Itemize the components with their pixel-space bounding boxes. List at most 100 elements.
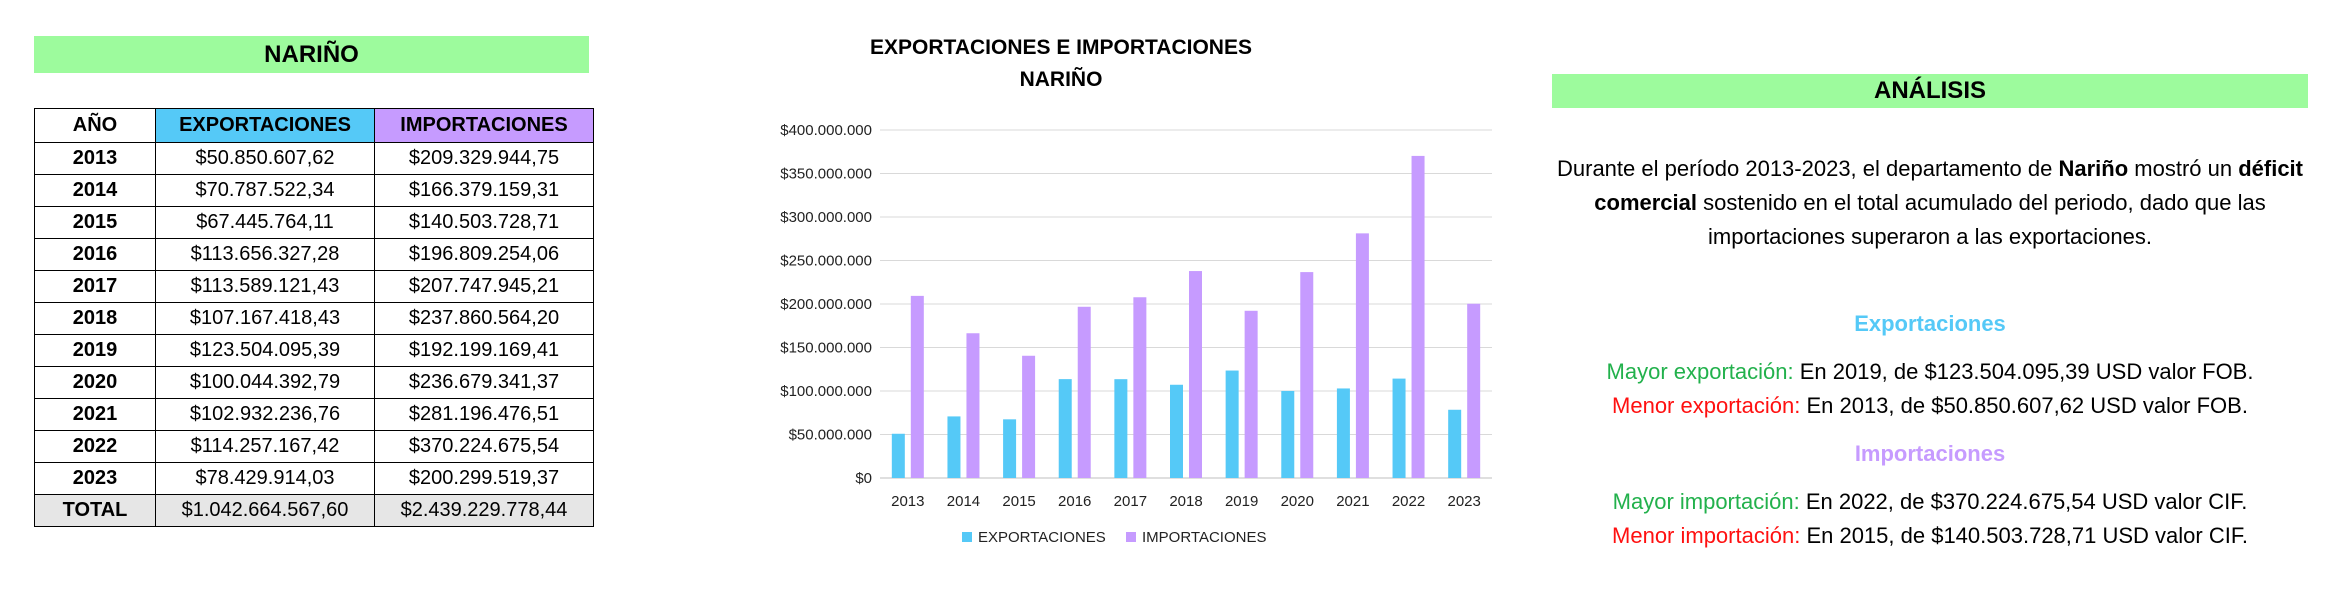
bar-exportaciones-2019 <box>1225 370 1239 478</box>
imports-min-text: En 2015, de $140.503.728,71 USD valor CI… <box>1800 523 2248 548</box>
header-exports: EXPORTACIONES <box>155 108 375 143</box>
table-row: 2022 $114.257.167,42 $370.224.675,54 <box>34 430 594 463</box>
bar-exportaciones-2020 <box>1281 390 1295 478</box>
cell-exports: $102.932.236,76 <box>155 398 375 431</box>
bar-importaciones-2019 <box>1244 310 1258 478</box>
x-tick-label: 2021 <box>1336 493 1369 510</box>
exports-heading: Exportaciones <box>1854 311 2006 336</box>
bar-importaciones-2020 <box>1300 272 1314 478</box>
cell-year: 2020 <box>34 366 156 399</box>
imports-min-label: Menor importación: <box>1612 523 1801 548</box>
table-row: 2021 $102.932.236,76 $281.196.476,51 <box>34 398 594 431</box>
header-imports: IMPORTACIONES <box>374 108 594 143</box>
bar-importaciones-2018 <box>1189 271 1202 478</box>
cell-imports: $209.329.944,75 <box>374 142 594 175</box>
x-tick-label: 2017 <box>1114 493 1147 510</box>
legend-swatch <box>962 532 972 542</box>
x-tick-label: 2013 <box>891 493 924 510</box>
analysis-text: mostró un <box>2128 156 2239 181</box>
bar-exportaciones-2017 <box>1114 379 1128 478</box>
cell-year: 2018 <box>34 302 156 335</box>
y-tick-label: $200.000.000 <box>780 296 872 313</box>
exports-min-label: Menor exportación: <box>1612 393 1801 418</box>
bar-importaciones-2015 <box>1022 355 1036 478</box>
imports-min-line: Menor importación: En 2015, de $140.503.… <box>1552 519 2308 553</box>
analysis-bold-department: Nariño <box>2058 156 2129 181</box>
cell-year: 2017 <box>34 270 156 303</box>
exports-min-text: En 2013, de $50.850.607,62 USD valor FOB… <box>1800 393 2248 418</box>
table-row: 2023 $78.429.914,03 $200.299.519,37 <box>34 462 594 495</box>
table-row: 2013 $50.850.607,62 $209.329.944,75 <box>34 142 594 175</box>
y-tick-label: $50.000.000 <box>789 427 872 444</box>
cell-exports: $67.445.764,11 <box>155 206 375 239</box>
y-tick-label: $100.000.000 <box>780 383 872 400</box>
y-tick-label: $250.000.000 <box>780 253 872 270</box>
table-title: NARIÑO <box>34 36 589 73</box>
cell-imports: $207.747.945,21 <box>374 270 594 303</box>
bar-exportaciones-2022 <box>1392 378 1406 478</box>
bar-exportaciones-2014 <box>947 416 961 478</box>
cell-imports: $370.224.675,54 <box>374 430 594 463</box>
cell-exports: $50.850.607,62 <box>155 142 375 175</box>
bar-exportaciones-2021 <box>1336 388 1350 478</box>
analysis-title: ANÁLISIS <box>1552 74 2308 108</box>
cell-imports: $236.679.341,37 <box>374 366 594 399</box>
y-tick-label: $350.000.000 <box>780 166 872 183</box>
cell-year: 2022 <box>34 430 156 463</box>
total-label: TOTAL <box>34 494 156 527</box>
bar-importaciones-2023 <box>1467 303 1481 478</box>
analysis-text: Durante el período 2013-2023, el departa… <box>1557 156 2059 181</box>
cell-imports: $200.299.519,37 <box>374 462 594 495</box>
legend-label: EXPORTACIONES <box>978 529 1106 546</box>
bar-importaciones-2014 <box>966 333 980 478</box>
y-tick-label: $400.000.000 <box>780 122 872 139</box>
cell-exports: $78.429.914,03 <box>155 462 375 495</box>
exports-max-text: En 2019, de $123.504.095,39 USD valor FO… <box>1793 359 2254 384</box>
x-tick-label: 2022 <box>1392 493 1425 510</box>
bar-exportaciones-2015 <box>1003 419 1017 478</box>
cell-year: 2023 <box>34 462 156 495</box>
cell-exports: $70.787.522,34 <box>155 174 375 207</box>
chart-subtitle: NARIÑO <box>1020 68 1103 91</box>
cell-imports: $237.860.564,20 <box>374 302 594 335</box>
exports-min-line: Menor exportación: En 2013, de $50.850.6… <box>1552 389 2308 423</box>
cell-imports: $140.503.728,71 <box>374 206 594 239</box>
x-tick-label: 2020 <box>1281 493 1314 510</box>
total-exports: $1.042.664.567,60 <box>155 494 375 527</box>
cell-year: 2016 <box>34 238 156 271</box>
x-tick-label: 2018 <box>1169 493 1202 510</box>
bar-importaciones-2013 <box>910 295 924 478</box>
cell-exports: $107.167.418,43 <box>155 302 375 335</box>
cell-year: 2015 <box>34 206 156 239</box>
cell-year: 2014 <box>34 174 156 207</box>
bar-exportaciones-2018 <box>1170 384 1183 478</box>
bar-exportaciones-2023 <box>1448 409 1462 478</box>
x-tick-label: 2023 <box>1447 493 1480 510</box>
cell-year: 2021 <box>34 398 156 431</box>
table-total-row: TOTAL $1.042.664.567,60 $2.439.229.778,44 <box>34 494 594 527</box>
header-year: AÑO <box>34 108 156 143</box>
exports-max-label: Mayor exportación: <box>1606 359 1794 384</box>
table-row: 2014 $70.787.522,34 $166.379.159,31 <box>34 174 594 207</box>
y-tick-label: $0 <box>855 470 872 487</box>
legend-label: IMPORTACIONES <box>1142 529 1266 546</box>
imports-max-label: Mayor importación: <box>1612 489 1800 514</box>
table-row: 2016 $113.656.327,28 $196.809.254,06 <box>34 238 594 271</box>
bar-exportaciones-2013 <box>891 433 905 478</box>
x-tick-label: 2019 <box>1225 493 1258 510</box>
data-table: AÑO EXPORTACIONES IMPORTACIONES 2013 $50.… <box>34 108 594 527</box>
cell-exports: $114.257.167,42 <box>155 430 375 463</box>
bar-importaciones-2016 <box>1077 306 1091 478</box>
x-tick-label: 2016 <box>1058 493 1091 510</box>
x-tick-label: 2015 <box>1002 493 1035 510</box>
cell-imports: $281.196.476,51 <box>374 398 594 431</box>
bar-importaciones-2021 <box>1355 233 1369 478</box>
table-row: 2015 $67.445.764,11 $140.503.728,71 <box>34 206 594 239</box>
table-row: 2020 $100.044.392,79 $236.679.341,37 <box>34 366 594 399</box>
analysis-paragraph: Durante el período 2013-2023, el departa… <box>1552 152 2308 254</box>
imports-max-text: En 2022, de $370.224.675,54 USD valor CI… <box>1799 489 2248 514</box>
legend-swatch <box>1126 532 1136 542</box>
cell-exports: $100.044.392,79 <box>155 366 375 399</box>
imports-heading: Importaciones <box>1854 441 2006 466</box>
exports-max-line: Mayor exportación: En 2019, de $123.504.… <box>1552 355 2308 389</box>
